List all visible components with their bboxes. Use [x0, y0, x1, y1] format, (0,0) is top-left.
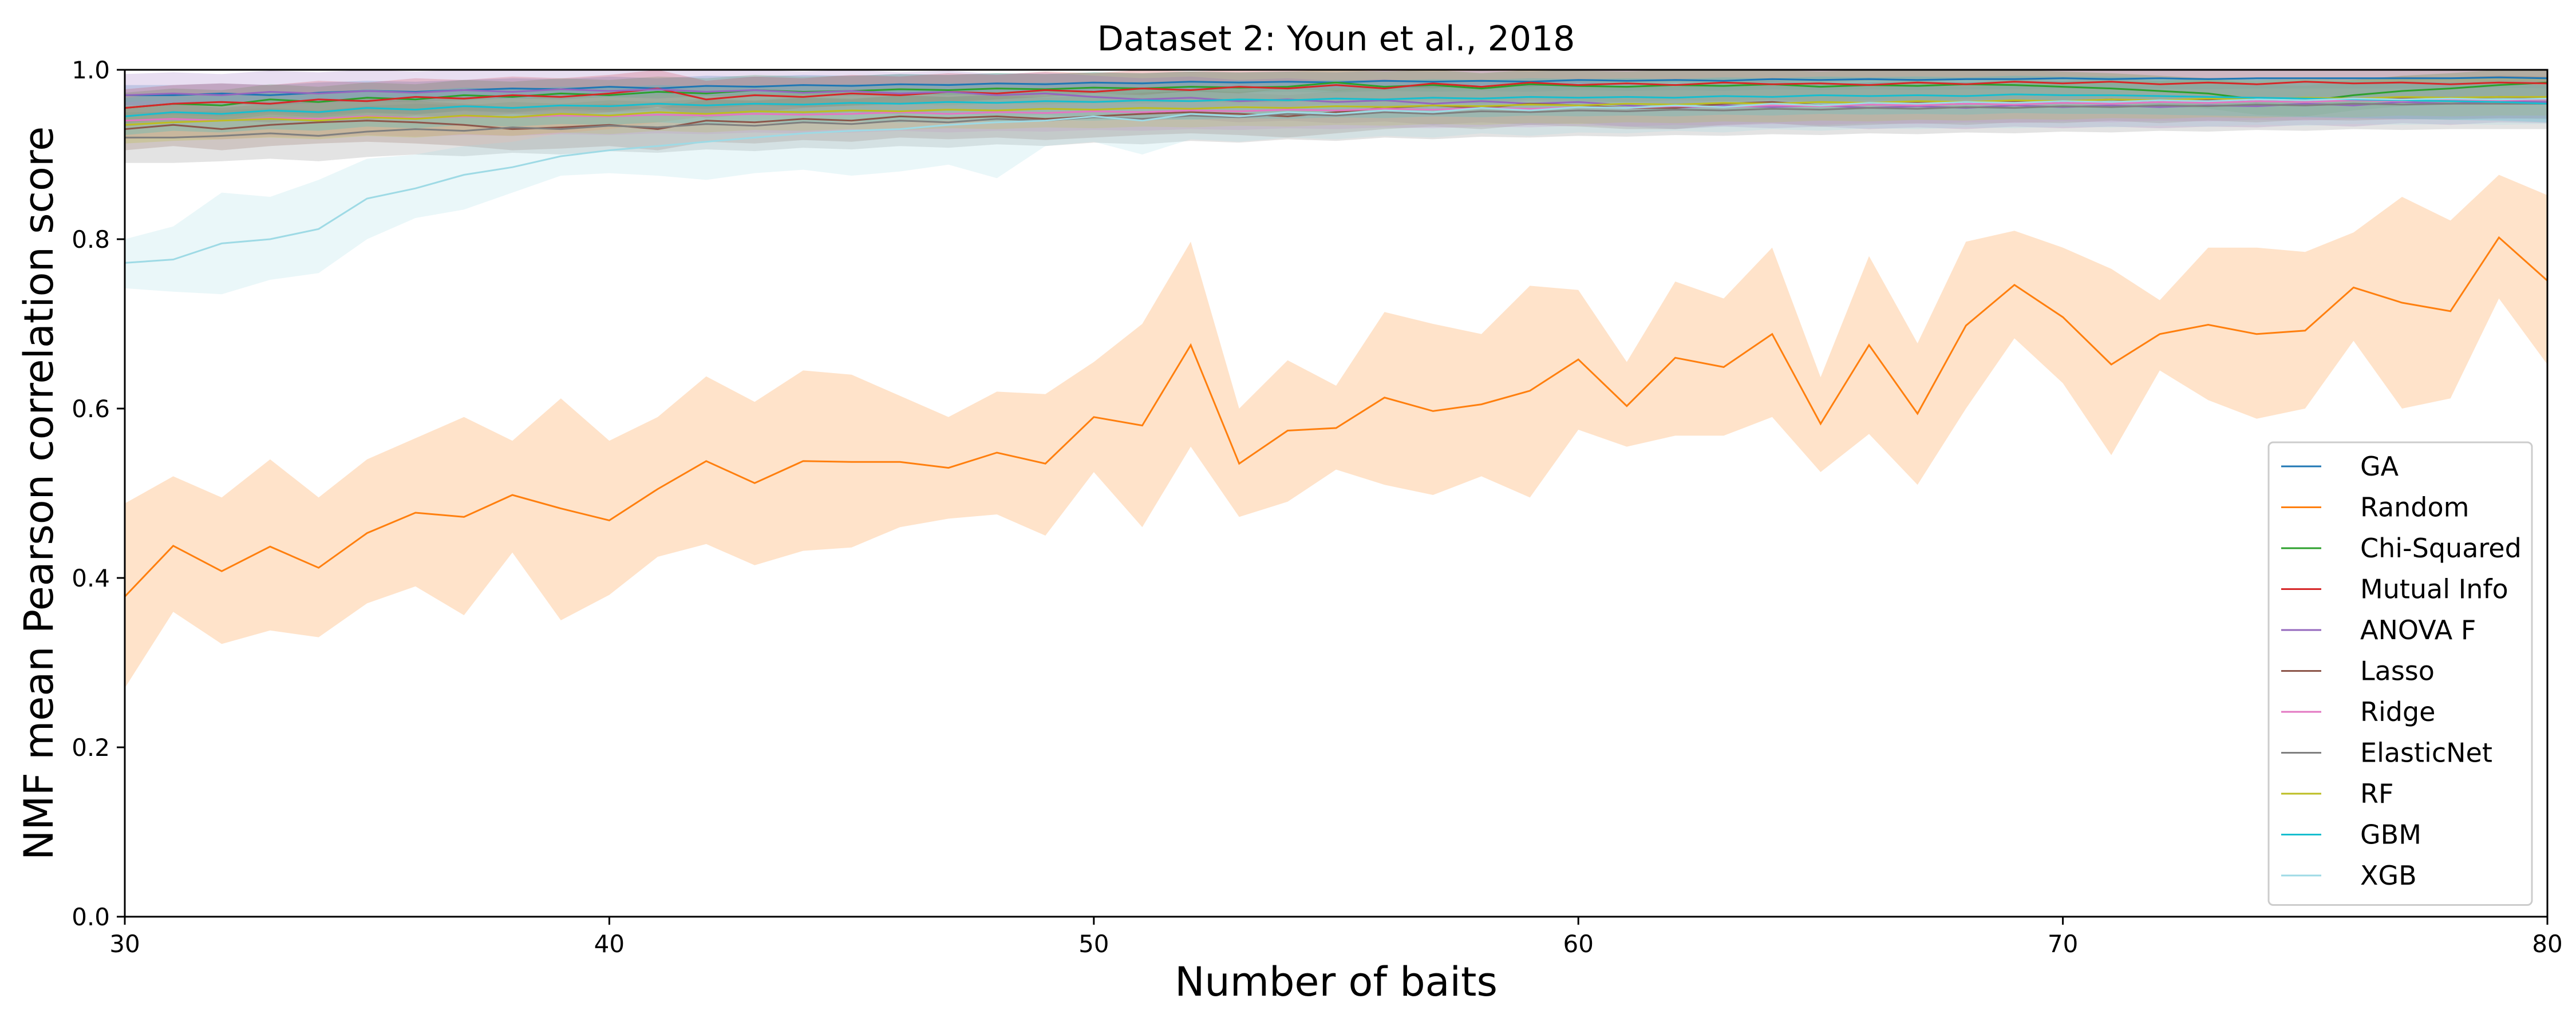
series-line-mutual-info	[124, 81, 2548, 109]
series-lines	[124, 76, 2548, 597]
y-tick-label: 0.0	[72, 903, 110, 931]
band-elasticnet	[125, 78, 2547, 163]
chart-title: Dataset 2: Youn et al., 2018	[1097, 19, 1575, 59]
y-tick-label: 1.0	[72, 56, 110, 84]
legend-label-xgb: XGB	[2360, 860, 2417, 891]
x-tick-label: 30	[109, 930, 140, 958]
x-axis-ticks: 30 40 50 60 70 80	[109, 917, 2563, 958]
legend-label-elasticnet: ElasticNet	[2360, 738, 2492, 768]
confidence-bands	[125, 70, 2547, 688]
x-tick-label: 60	[1563, 930, 1593, 958]
legend-label-mutual-info: Mutual Info	[2360, 574, 2508, 605]
series-line-elasticnet	[125, 102, 2547, 138]
x-tick-label: 40	[594, 930, 625, 958]
series-line-gbm	[124, 93, 2548, 117]
y-tick-label: 0.4	[72, 564, 110, 592]
y-tick-label: 0.8	[72, 225, 110, 253]
band-xgb	[125, 78, 2547, 295]
x-tick-label: 50	[1078, 930, 1109, 958]
legend-box	[2267, 441, 2533, 906]
plot-frame	[124, 69, 2549, 918]
band-random	[125, 175, 2547, 688]
legend-label-ga: GA	[2360, 451, 2399, 482]
legend-label-ridge: Ridge	[2360, 696, 2435, 727]
legend-label-rf: RF	[2360, 778, 2393, 809]
x-tick-label: 80	[2532, 930, 2562, 958]
x-axis-label: Number of baits	[1175, 958, 1498, 1005]
series-line-xgb	[124, 97, 2548, 264]
legend-label-random: Random	[2360, 492, 2469, 523]
y-axis-label: NMF mean Pearson correlation score	[15, 126, 62, 860]
series-line-random	[124, 236, 2548, 597]
y-axis-ticks: 0.0 0.2 0.4 0.6 0.8 1.0	[72, 56, 125, 931]
legend-label-gbm: GBM	[2360, 819, 2421, 850]
legend-label-anova-f: ANOVA F	[2360, 615, 2476, 645]
legend: GA Random Chi-Squared Mutual Info ANOVA F Las…	[2267, 441, 2533, 906]
legend-label-lasso: Lasso	[2360, 656, 2435, 687]
x-tick-label: 70	[2048, 930, 2078, 958]
y-tick-label: 0.2	[72, 734, 110, 762]
y-tick-label: 0.6	[72, 395, 110, 423]
legend-label-chi-squared: Chi-Squared	[2360, 533, 2522, 564]
